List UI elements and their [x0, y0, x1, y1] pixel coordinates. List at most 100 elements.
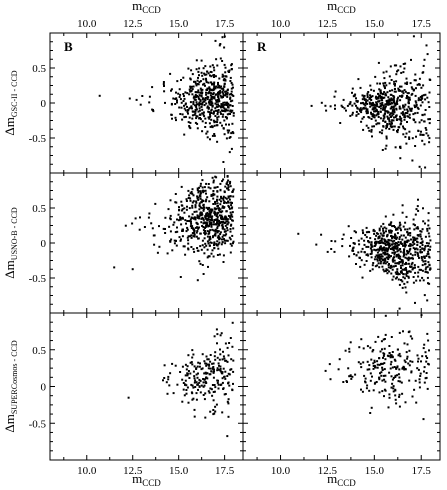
data-point — [427, 118, 430, 121]
data-point — [199, 117, 201, 119]
data-point — [201, 244, 204, 247]
data-point — [428, 349, 430, 352]
data-point — [375, 101, 378, 104]
data-point — [424, 127, 427, 129]
data-point — [211, 134, 214, 137]
data-point — [199, 190, 202, 193]
data-point — [416, 354, 419, 357]
data-point — [147, 216, 150, 219]
data-point — [351, 111, 354, 114]
data-point — [343, 107, 346, 110]
data-point — [416, 205, 419, 208]
data-point — [218, 358, 221, 361]
data-point — [371, 350, 374, 353]
data-point — [208, 255, 211, 258]
data-point — [411, 92, 414, 95]
data-point — [371, 114, 374, 116]
data-point — [227, 354, 230, 357]
data-point — [373, 116, 376, 119]
data-point — [216, 199, 218, 202]
data-point — [196, 279, 199, 282]
data-point — [374, 249, 377, 252]
data-point — [212, 74, 215, 77]
data-point — [418, 268, 421, 271]
data-point — [214, 405, 217, 408]
data-point — [409, 108, 412, 111]
data-point — [392, 99, 395, 102]
data-point — [208, 87, 211, 90]
data-point — [178, 96, 181, 98]
data-point — [404, 361, 407, 364]
data-point — [382, 82, 385, 85]
data-point — [411, 261, 414, 264]
data-point — [395, 273, 398, 275]
data-point — [387, 117, 390, 120]
data-point — [227, 204, 230, 207]
data-point — [228, 342, 231, 344]
data-point — [382, 356, 384, 359]
data-point — [215, 93, 218, 96]
data-point — [416, 251, 419, 254]
data-point — [214, 75, 217, 78]
data-point — [422, 220, 425, 223]
panel-frame — [242, 172, 441, 314]
data-point — [370, 358, 373, 361]
data-point — [393, 242, 396, 245]
data-point — [380, 248, 383, 251]
data-point — [355, 231, 357, 234]
data-point — [393, 102, 396, 105]
data-point — [217, 223, 220, 226]
data-point — [222, 105, 225, 108]
data-point — [179, 98, 182, 101]
data-point — [401, 280, 404, 283]
data-point — [197, 96, 200, 98]
data-point — [389, 103, 392, 106]
data-point — [403, 114, 406, 117]
data-point — [385, 137, 388, 140]
data-point — [427, 242, 430, 245]
data-point — [393, 108, 395, 111]
data-point — [415, 87, 417, 90]
data-point — [220, 211, 223, 214]
data-point — [191, 204, 194, 207]
data-point — [388, 371, 391, 374]
data-point — [375, 102, 378, 105]
data-point — [417, 209, 420, 212]
data-point — [374, 104, 377, 107]
data-point — [415, 237, 418, 240]
data-point — [202, 273, 205, 275]
data-point — [230, 244, 233, 247]
data-point — [193, 233, 196, 236]
data-point — [197, 89, 200, 92]
data-point — [403, 366, 406, 369]
data-point — [388, 263, 390, 265]
data-point — [213, 384, 216, 386]
data-point — [210, 103, 213, 106]
data-point — [366, 110, 369, 113]
data-point — [382, 117, 385, 120]
data-point — [389, 115, 392, 118]
data-point — [214, 109, 217, 112]
data-point — [403, 89, 406, 92]
data-point — [380, 374, 383, 377]
data-point — [218, 90, 221, 93]
data-point — [219, 105, 222, 108]
data-point — [366, 345, 369, 348]
data-point — [394, 374, 397, 377]
data-point — [423, 381, 426, 384]
data-point — [190, 222, 193, 225]
data-point — [211, 219, 214, 222]
data-point — [375, 95, 378, 98]
data-point — [228, 104, 231, 107]
data-point — [209, 115, 212, 118]
data-point — [194, 226, 197, 229]
data-point — [175, 119, 177, 122]
data-point — [360, 388, 362, 391]
data-point — [386, 123, 389, 125]
data-point — [356, 100, 359, 103]
data-point — [201, 239, 204, 242]
data-point — [428, 235, 431, 238]
data-point — [376, 258, 379, 261]
data-point — [224, 90, 227, 93]
data-point — [414, 238, 417, 241]
